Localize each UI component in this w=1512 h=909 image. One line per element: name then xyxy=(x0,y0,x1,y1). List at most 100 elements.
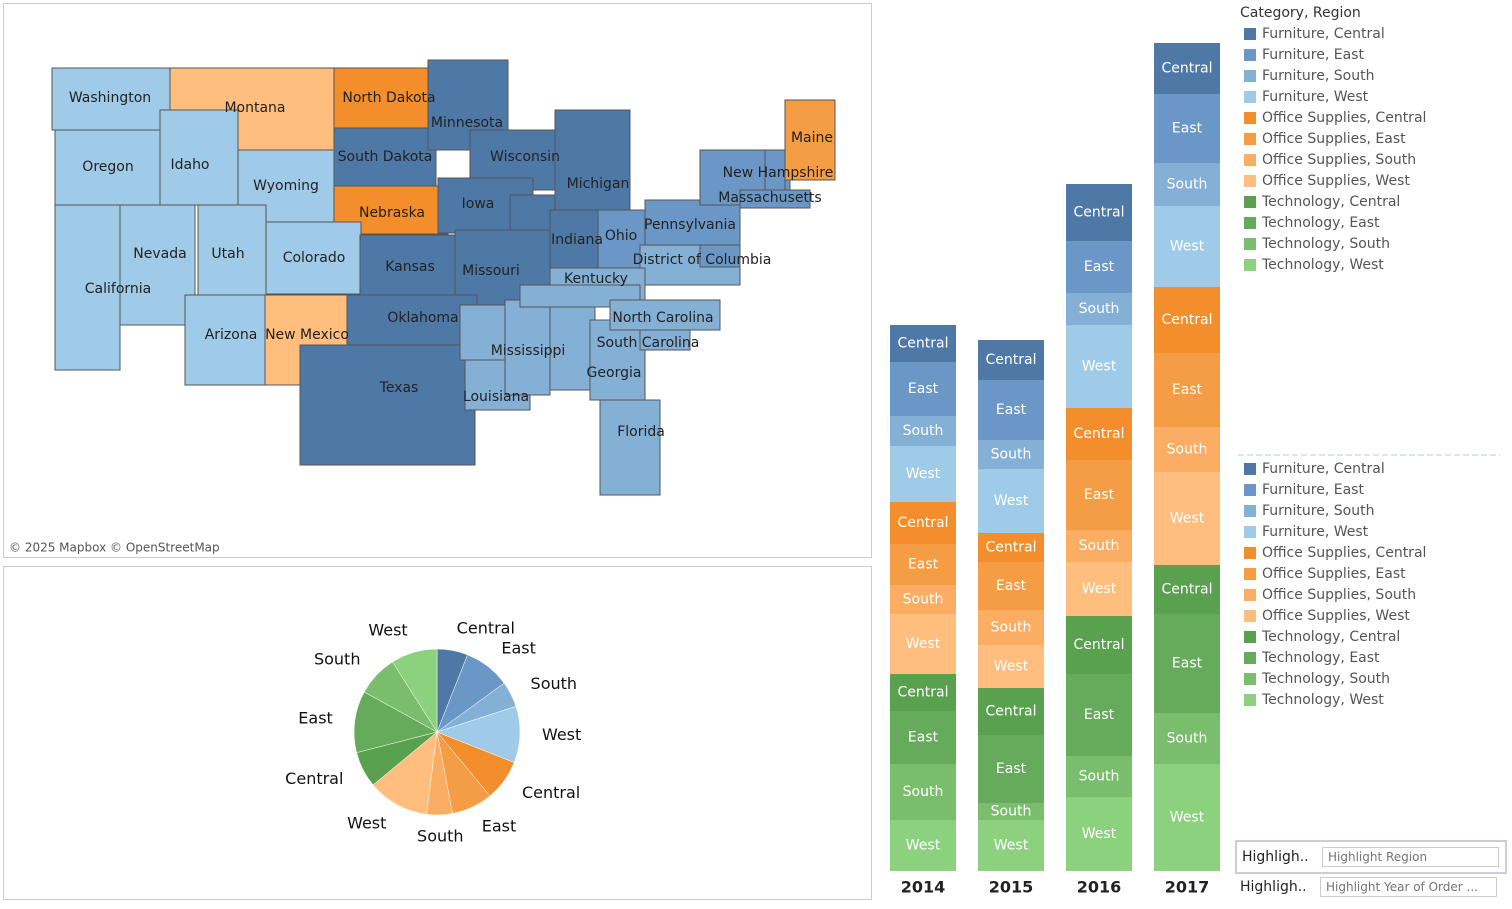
legend-label: Office Supplies, West xyxy=(1262,173,1410,189)
bar-segment xyxy=(1154,614,1220,713)
pie-panel xyxy=(3,566,872,900)
pie-label: West xyxy=(347,814,386,833)
legend-swatch xyxy=(1244,28,1256,40)
segment-label: Central xyxy=(1162,61,1213,77)
state xyxy=(699,244,741,268)
state-label: Minnesota xyxy=(431,115,503,131)
bar-segment xyxy=(1066,460,1132,530)
state-label: Washington xyxy=(69,90,151,106)
legend-swatch xyxy=(1244,49,1256,61)
state-label: Iowa xyxy=(462,196,495,212)
pie-label: East xyxy=(501,639,536,658)
segment-label: Central xyxy=(986,704,1037,720)
legend-label: Office Supplies, East xyxy=(1262,566,1406,582)
segment-label: East xyxy=(996,578,1027,594)
pie-label: West xyxy=(368,621,407,640)
bar-segment xyxy=(1154,764,1220,871)
state-label: South Dakota xyxy=(338,149,433,165)
highlight-year: Highligh.. xyxy=(1235,872,1503,902)
bar-segment xyxy=(890,585,956,614)
state-label: Ohio xyxy=(605,228,637,244)
bar-segment xyxy=(1154,353,1220,427)
state-label: Idaho xyxy=(170,157,209,173)
bar-segment xyxy=(978,380,1044,440)
segment-label: West xyxy=(906,466,941,482)
bar-segment xyxy=(890,614,956,674)
legend-label: Furniture, Central xyxy=(1262,461,1385,477)
bar-segment xyxy=(978,533,1044,562)
legend-swatch xyxy=(1244,631,1256,643)
state-label: Mississippi xyxy=(491,343,566,359)
control-label: Highligh.. xyxy=(1240,879,1307,895)
segment-label: West xyxy=(906,636,941,652)
state-label: Wisconsin xyxy=(490,149,560,165)
state-label: Wyoming xyxy=(253,178,319,194)
state xyxy=(609,299,721,331)
segment-label: South xyxy=(991,620,1032,636)
bar-segment xyxy=(978,440,1044,469)
legend-label: Technology, West xyxy=(1261,692,1384,708)
bar-segment xyxy=(978,645,1044,688)
segment-label: East xyxy=(996,761,1027,777)
state xyxy=(54,204,121,371)
state-label: Oregon xyxy=(82,159,133,175)
segment-label: West xyxy=(994,659,1029,675)
state-label: New Mexico xyxy=(265,327,349,343)
state-label: New Hampshire xyxy=(723,165,834,181)
pie-label: Central xyxy=(285,769,343,788)
segment-label: Central xyxy=(898,515,949,531)
legend-label: Technology, East xyxy=(1261,215,1380,231)
segment-label: Central xyxy=(1074,637,1125,653)
legend-swatch xyxy=(1244,112,1256,124)
bar-segment xyxy=(978,469,1044,533)
segment-label: South xyxy=(1167,442,1208,458)
legend-label: Furniture, West xyxy=(1262,524,1369,540)
state xyxy=(459,304,506,361)
legend-label: Technology, South xyxy=(1261,671,1390,687)
legend-label: Technology, South xyxy=(1261,236,1390,252)
segment-label: South xyxy=(903,423,944,439)
bar-segment xyxy=(1154,43,1220,94)
legend-label: Technology, West xyxy=(1261,257,1384,273)
bar-segment xyxy=(978,340,1044,380)
segment-label: South xyxy=(1079,538,1120,554)
pie-slice xyxy=(392,648,438,733)
state xyxy=(114,204,196,326)
segment-label: East xyxy=(908,381,939,397)
legend-label: Office Supplies, West xyxy=(1262,608,1410,624)
legend-label: Office Supplies, Central xyxy=(1262,545,1426,561)
bar-segment xyxy=(890,362,956,416)
highlight-input[interactable] xyxy=(1320,877,1497,897)
segment-label: East xyxy=(1172,656,1203,672)
legend-swatch xyxy=(1244,652,1256,664)
legend-label: Office Supplies, Central xyxy=(1262,110,1426,126)
segment-label: South xyxy=(1079,301,1120,317)
pie-label: South xyxy=(417,826,464,845)
segment-label: Central xyxy=(1162,312,1213,328)
state-label: Pennsylvania xyxy=(644,217,736,233)
highlight-input[interactable] xyxy=(1322,847,1499,867)
legend-swatch xyxy=(1244,70,1256,82)
x-tick-label: 2015 xyxy=(989,878,1034,897)
state-label: Kansas xyxy=(385,259,435,275)
legend-swatch xyxy=(1244,526,1256,538)
pie-slice xyxy=(353,691,438,753)
pie-label: East xyxy=(482,817,517,836)
state-label: Utah xyxy=(211,246,244,262)
state xyxy=(51,67,171,131)
state-label: Montana xyxy=(224,100,285,116)
pie-label: South xyxy=(531,674,578,693)
state-label: District of Columbia xyxy=(633,252,772,268)
bar-segment xyxy=(890,674,956,711)
legend-label: Furniture, South xyxy=(1262,68,1374,84)
x-tick-label: 2016 xyxy=(1077,878,1122,897)
x-tick-label: 2014 xyxy=(901,878,946,897)
segment-label: West xyxy=(1082,359,1117,375)
legend-swatch xyxy=(1244,196,1256,208)
map-panel xyxy=(3,3,872,558)
segment-label: East xyxy=(1084,707,1115,723)
segment-label: Central xyxy=(1074,205,1125,221)
segment-label: West xyxy=(1170,810,1205,826)
legend-label: Office Supplies, South xyxy=(1262,587,1416,603)
